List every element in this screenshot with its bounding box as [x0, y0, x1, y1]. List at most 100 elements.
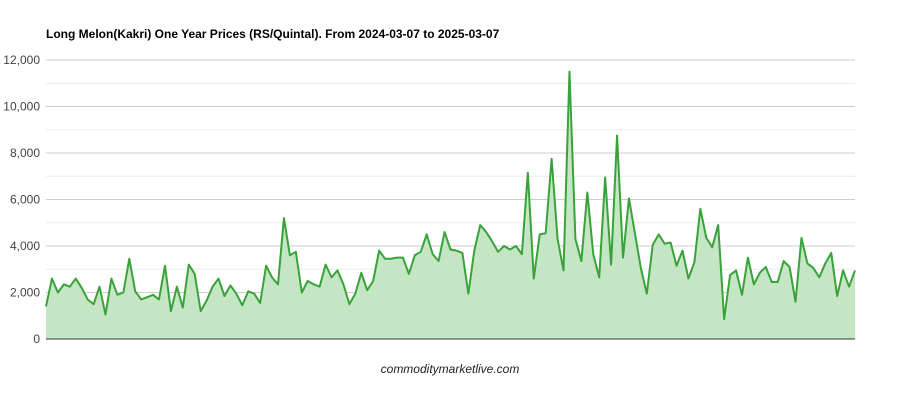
data-point: [63, 283, 65, 285]
data-point: [134, 290, 136, 292]
data-point: [402, 257, 404, 259]
data-point: [45, 305, 47, 307]
data-point: [574, 238, 576, 240]
data-point: [503, 245, 505, 247]
data-point: [485, 231, 487, 233]
data-point: [140, 298, 142, 300]
y-tick-label: 10,000: [3, 100, 40, 114]
price-area: [46, 71, 855, 339]
data-point: [717, 224, 719, 226]
data-point: [723, 318, 725, 320]
data-point: [753, 283, 755, 285]
data-point: [461, 252, 463, 254]
data-point: [628, 197, 630, 199]
data-point: [360, 272, 362, 274]
data-point: [533, 278, 535, 280]
data-point: [473, 250, 475, 252]
data-point: [99, 286, 101, 288]
data-point: [188, 264, 190, 266]
data-point: [420, 251, 422, 253]
data-point: [170, 310, 172, 312]
data-point: [616, 135, 618, 137]
data-point: [681, 250, 683, 252]
data-point: [652, 244, 654, 246]
data-point: [854, 269, 856, 271]
data-point: [479, 224, 481, 226]
data-point: [152, 294, 154, 296]
data-point: [747, 257, 749, 259]
data-point: [610, 264, 612, 266]
y-tick-label: 8,000: [10, 146, 40, 160]
data-point: [164, 265, 166, 267]
data-point: [640, 267, 642, 269]
y-tick-label: 0: [33, 332, 40, 346]
data-point: [848, 286, 850, 288]
data-point: [241, 304, 243, 306]
data-point: [568, 71, 570, 73]
data-point: [521, 253, 523, 255]
data-point: [396, 257, 398, 259]
data-point: [104, 314, 106, 316]
data-point: [795, 301, 797, 303]
y-tick-label: 2,000: [10, 286, 40, 300]
data-point: [271, 276, 273, 278]
data-point: [438, 260, 440, 262]
data-point: [467, 293, 469, 295]
data-point: [670, 242, 672, 244]
data-point: [110, 278, 112, 280]
data-point: [515, 245, 517, 247]
data-point: [836, 295, 838, 297]
data-point: [200, 310, 202, 312]
data-point: [313, 283, 315, 285]
data-point: [842, 269, 844, 271]
data-point: [146, 296, 148, 298]
data-point: [699, 208, 701, 210]
y-tick-label: 6,000: [10, 193, 40, 207]
data-point: [527, 172, 529, 174]
data-point: [182, 307, 184, 309]
data-point: [325, 264, 327, 266]
data-point: [664, 243, 666, 245]
data-point: [93, 303, 95, 305]
data-point: [57, 292, 59, 294]
data-point: [253, 293, 255, 295]
data-point: [765, 266, 767, 268]
data-point: [342, 283, 344, 285]
data-point: [289, 254, 291, 256]
data-point: [259, 302, 261, 304]
data-point: [646, 293, 648, 295]
data-point: [777, 281, 779, 283]
data-point: [812, 267, 814, 269]
data-point: [408, 273, 410, 275]
data-point: [497, 251, 499, 253]
data-point: [384, 258, 386, 260]
data-point: [444, 231, 446, 233]
data-point: [247, 290, 249, 292]
data-point: [455, 250, 457, 252]
data-point: [277, 283, 279, 285]
data-point: [741, 294, 743, 296]
data-point: [426, 233, 428, 235]
data-point: [122, 292, 124, 294]
data-point: [51, 278, 53, 280]
data-point: [491, 240, 493, 242]
data-point: [557, 238, 559, 240]
chart-caption: commoditymarketlive.com: [380, 362, 520, 376]
data-point: [509, 248, 511, 250]
data-point: [87, 298, 89, 300]
data-point: [319, 286, 321, 288]
data-point: [622, 257, 624, 259]
data-point: [75, 278, 77, 280]
data-point: [390, 258, 392, 260]
data-point: [563, 269, 565, 271]
data-point: [711, 246, 713, 248]
chart-title: Long Melon(Kakri) One Year Prices (RS/Qu…: [46, 27, 500, 41]
data-point: [194, 273, 196, 275]
data-point: [176, 286, 178, 288]
data-point: [432, 253, 434, 255]
data-point: [229, 285, 231, 287]
data-point: [693, 261, 695, 263]
data-point: [735, 269, 737, 271]
data-point: [806, 262, 808, 264]
